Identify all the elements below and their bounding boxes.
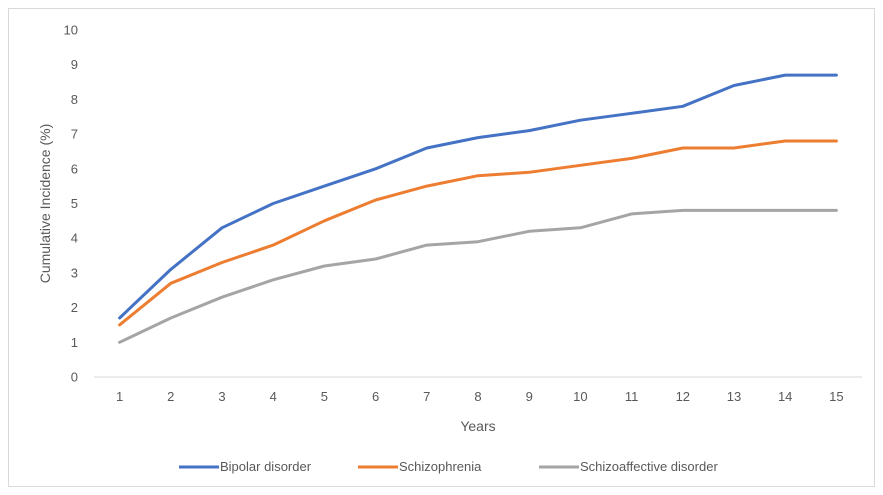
- series-line-bipolar-disorder: [118, 73, 838, 320]
- legend-label: Schizoaffective disorder: [580, 459, 718, 474]
- x-axis-ticks: 1 2 3 4 5 6 7 8 9 10 11 12 13 14 15: [116, 389, 844, 404]
- x-tick-label: 10: [573, 389, 587, 404]
- y-tick-label: 7: [71, 127, 78, 142]
- x-tick-label: 15: [829, 389, 843, 404]
- y-tick-label: 10: [64, 23, 78, 38]
- y-tick-label: 2: [71, 300, 78, 315]
- x-tick-label: 9: [526, 389, 533, 404]
- x-tick-label: 7: [423, 389, 430, 404]
- legend-label: Bipolar disorder: [220, 459, 312, 474]
- y-axis-title: Cumulative Incidence (%): [37, 124, 53, 284]
- series-line-schizophrenia: [118, 139, 838, 327]
- x-tick-label: 2: [167, 389, 174, 404]
- y-tick-label: 5: [71, 196, 78, 211]
- series-line-schizoaffective-disorder: [118, 208, 838, 344]
- x-tick-label: 12: [676, 389, 690, 404]
- y-axis-ticks: 0 1 2 3 4 5 6 7 8 9 10: [64, 23, 78, 385]
- legend-label: Schizophrenia: [399, 459, 482, 474]
- x-tick-label: 8: [474, 389, 481, 404]
- x-tick-label: 5: [321, 389, 328, 404]
- y-tick-label: 0: [71, 370, 78, 385]
- x-tick-label: 6: [372, 389, 379, 404]
- x-tick-label: 4: [270, 389, 277, 404]
- y-tick-label: 3: [71, 265, 78, 280]
- x-tick-label: 13: [727, 389, 741, 404]
- series-lines: [118, 73, 838, 344]
- legend: Bipolar disorder Schizophrenia Schizoaffec…: [179, 459, 718, 474]
- x-tick-label: 11: [625, 389, 639, 404]
- y-tick-label: 9: [71, 57, 78, 72]
- y-tick-label: 4: [71, 231, 78, 246]
- y-tick-label: 6: [71, 161, 78, 176]
- y-tick-label: 8: [71, 92, 78, 107]
- x-axis-title: Years: [460, 418, 495, 434]
- x-tick-label: 3: [218, 389, 225, 404]
- x-tick-label: 1: [116, 389, 123, 404]
- x-tick-label: 14: [778, 389, 792, 404]
- y-tick-label: 1: [71, 335, 78, 350]
